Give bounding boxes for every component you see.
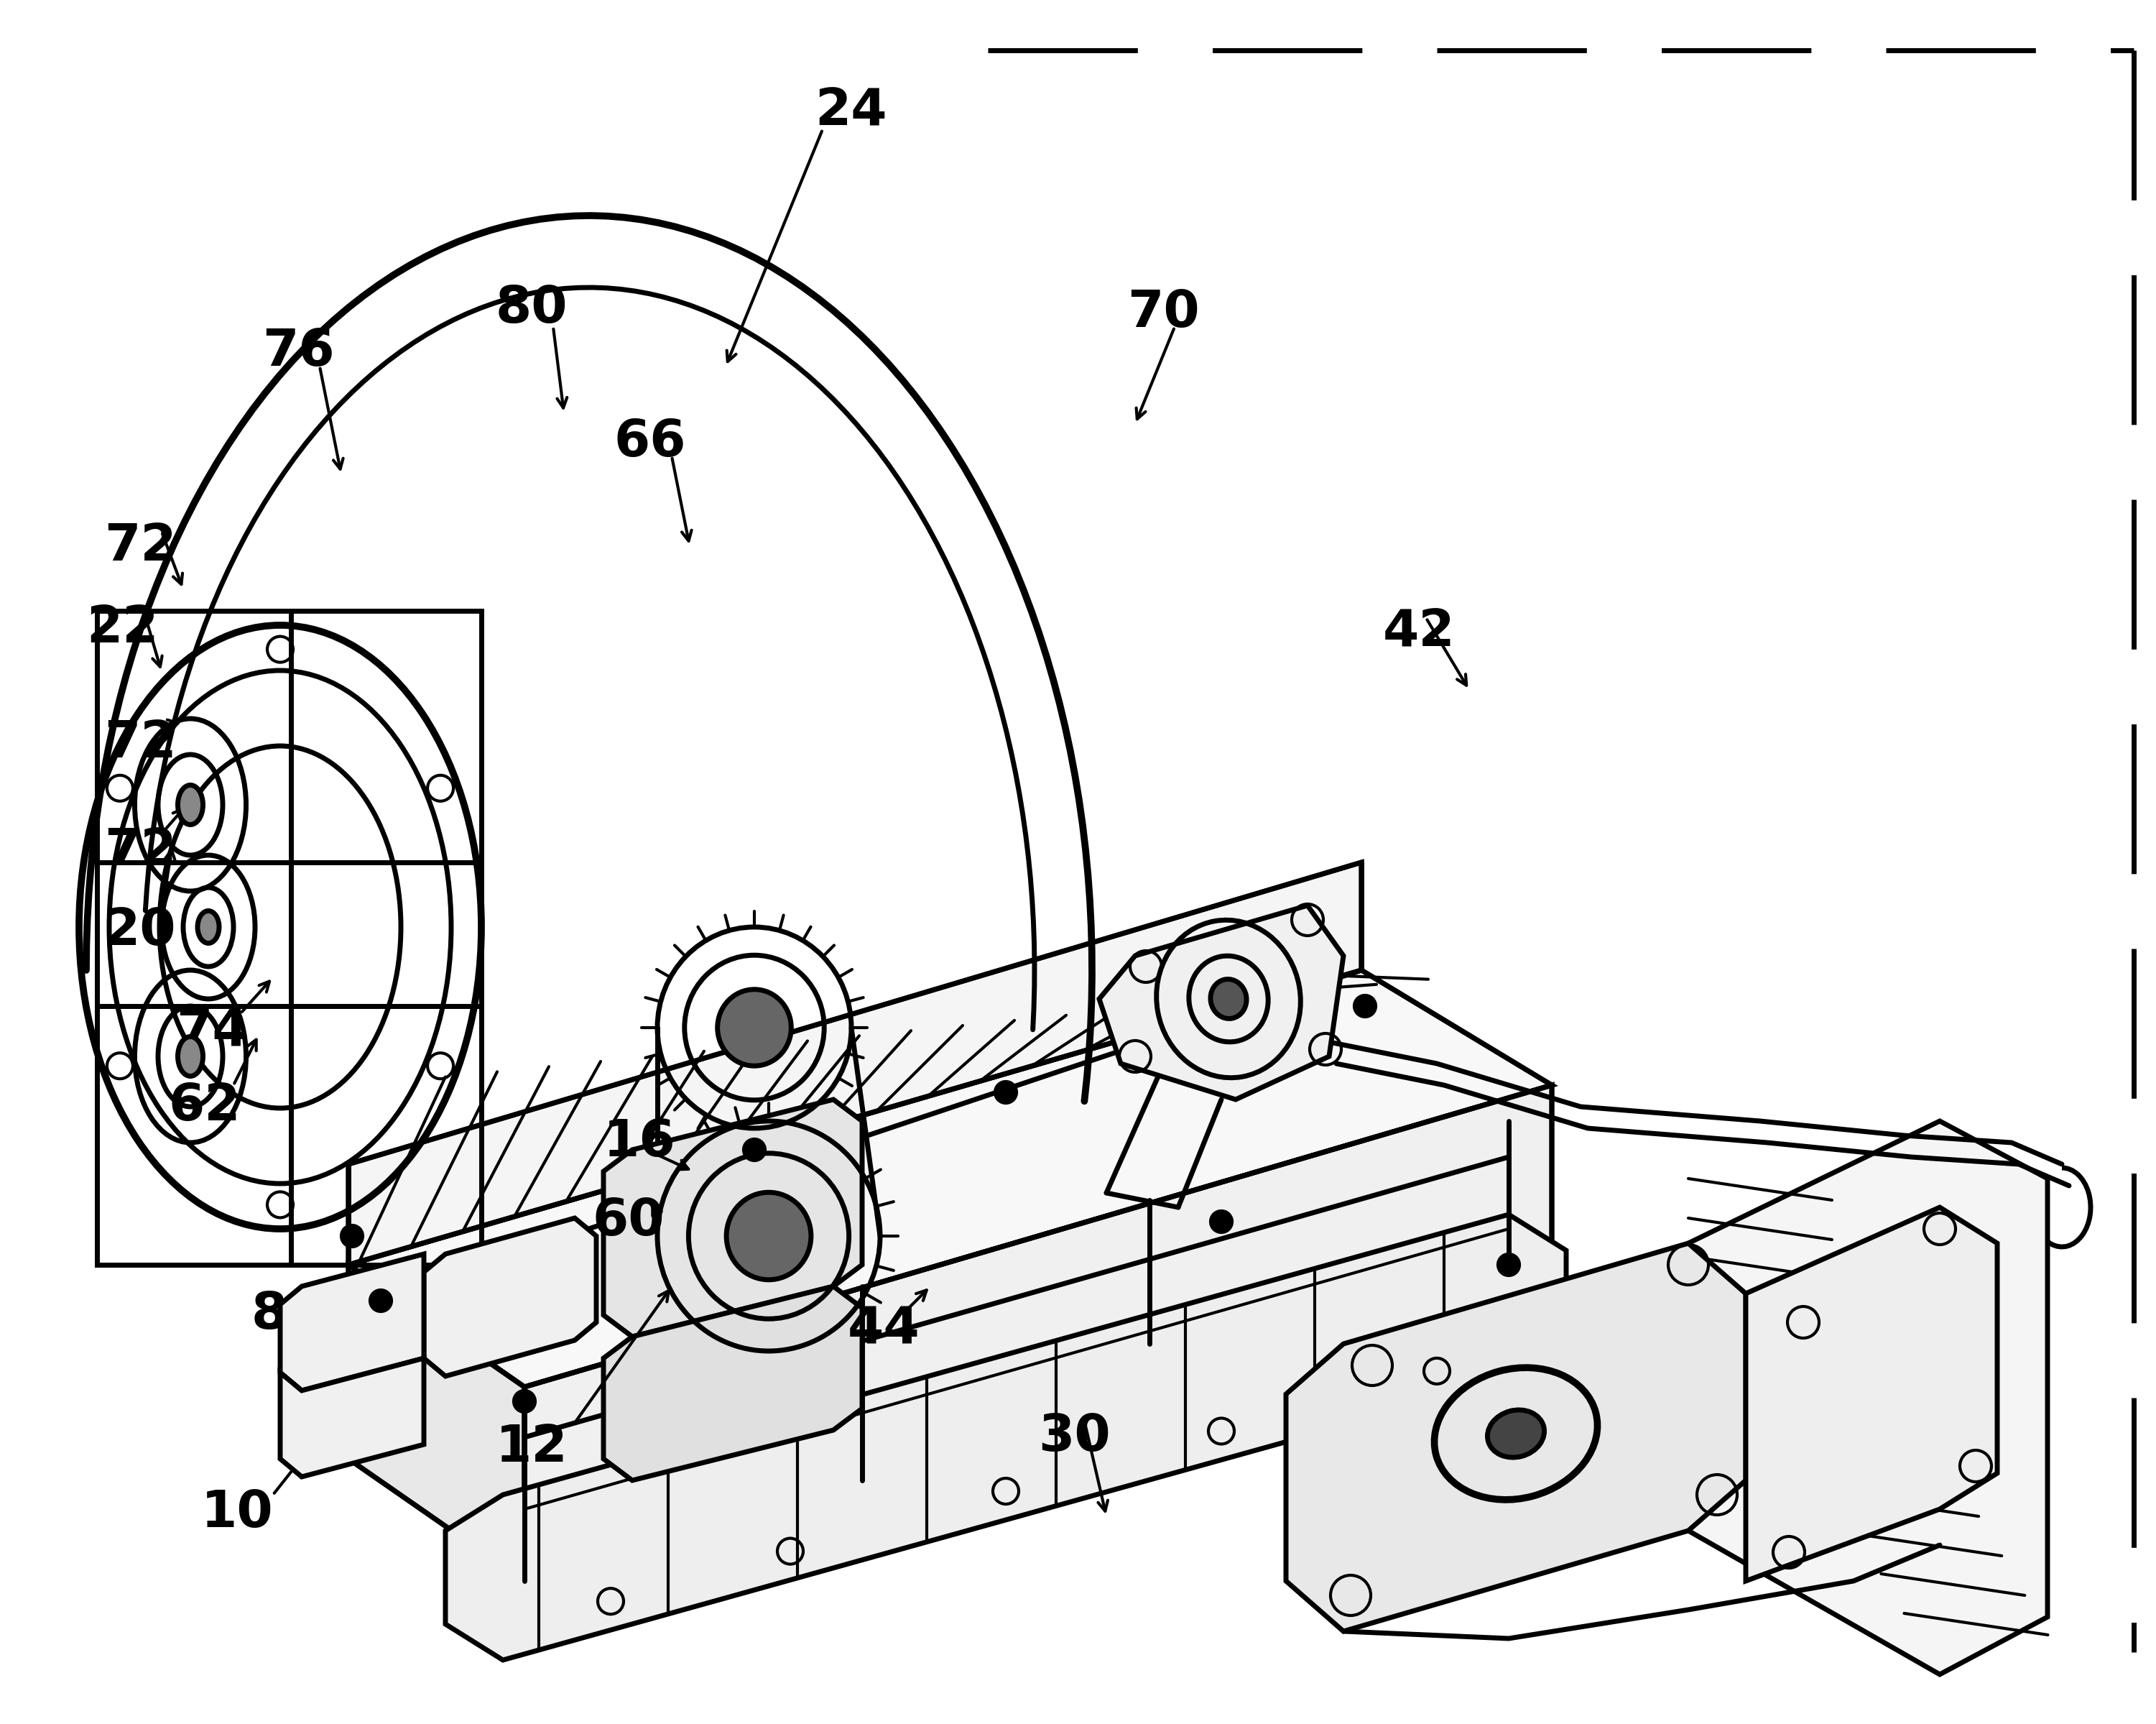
Polygon shape [349,971,1552,1388]
Text: 70: 70 [1128,288,1201,338]
Circle shape [744,1140,765,1160]
Circle shape [341,1226,362,1246]
Circle shape [371,1290,392,1312]
Polygon shape [349,1265,524,1581]
Polygon shape [604,1100,862,1336]
Text: 22: 22 [86,603,157,653]
Polygon shape [1746,1207,1996,1581]
Text: 10: 10 [201,1488,274,1538]
Text: 72: 72 [103,521,177,571]
Polygon shape [280,1253,425,1391]
Circle shape [513,1391,535,1412]
Circle shape [1498,1253,1520,1276]
Polygon shape [425,1219,597,1376]
Text: 66: 66 [614,417,686,467]
Polygon shape [1688,1121,2048,1674]
Ellipse shape [177,784,203,824]
Polygon shape [524,1279,1617,1624]
Ellipse shape [1488,1410,1544,1457]
Text: 62: 62 [168,1083,241,1131]
Text: 80: 80 [496,284,567,334]
Text: 72: 72 [103,719,177,769]
Text: 30: 30 [1037,1412,1110,1462]
Text: 42: 42 [1382,607,1455,657]
Ellipse shape [177,1036,203,1076]
Polygon shape [280,1359,425,1477]
Text: 60: 60 [593,1196,664,1246]
Ellipse shape [1210,979,1246,1019]
Circle shape [1210,1210,1231,1233]
Polygon shape [1100,905,1343,1100]
Text: 12: 12 [496,1424,567,1472]
Text: 16: 16 [604,1117,675,1167]
Text: 76: 76 [263,328,334,378]
Polygon shape [604,1286,862,1481]
Polygon shape [349,862,1360,1265]
Text: 83: 83 [252,1290,323,1340]
Polygon shape [1285,1243,1746,1631]
Ellipse shape [718,990,791,1065]
Polygon shape [524,1084,1552,1581]
Text: 20: 20 [103,905,177,955]
Polygon shape [446,1214,1565,1660]
Circle shape [1354,995,1376,1017]
Text: 74: 74 [177,1007,248,1057]
Text: 72: 72 [103,828,177,876]
Text: 24: 24 [815,86,888,136]
Text: 82: 82 [420,1305,492,1355]
Circle shape [996,1081,1018,1103]
Ellipse shape [198,910,220,943]
Text: 44: 44 [847,1305,921,1355]
Ellipse shape [727,1193,811,1279]
